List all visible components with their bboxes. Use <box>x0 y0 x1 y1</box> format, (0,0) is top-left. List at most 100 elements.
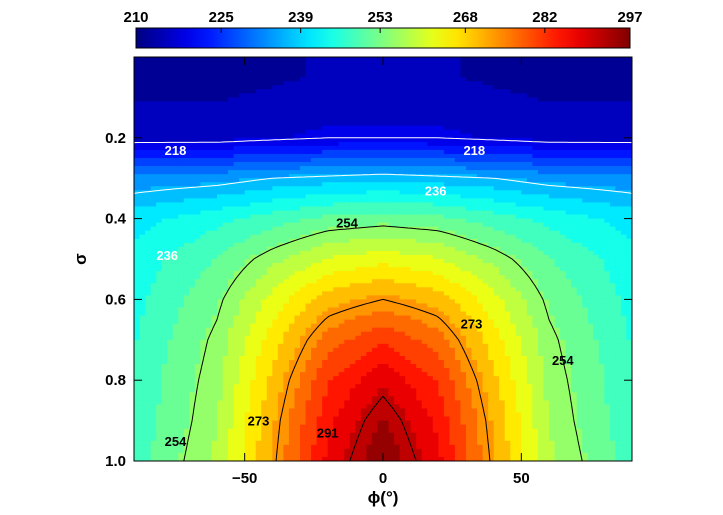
heatmap-cell <box>184 73 190 78</box>
heatmap-cell <box>322 206 328 211</box>
heatmap-cell <box>217 194 223 199</box>
heatmap-cell <box>615 275 621 280</box>
heatmap-cell <box>472 118 478 123</box>
heatmap-cell <box>477 227 483 232</box>
heatmap-cell <box>499 211 505 216</box>
heatmap-cell <box>184 202 190 207</box>
heatmap-cell <box>483 211 489 216</box>
heatmap-cell <box>333 61 339 66</box>
heatmap-cell <box>483 130 489 135</box>
heatmap-cell <box>195 158 201 163</box>
heatmap-cell <box>228 271 234 276</box>
heatmap-cell <box>389 114 395 119</box>
heatmap-cell <box>145 101 151 106</box>
heatmap-cell <box>211 263 217 268</box>
heatmap-cell <box>532 65 538 70</box>
heatmap-cell <box>427 130 433 135</box>
heatmap-cell <box>377 118 383 123</box>
heatmap-cell <box>422 263 428 268</box>
heatmap-cell <box>306 271 312 276</box>
heatmap-cell <box>460 57 466 62</box>
heatmap-cell <box>245 206 251 211</box>
heatmap-cell <box>582 154 588 159</box>
heatmap-cell <box>588 275 594 280</box>
heatmap-cell <box>472 198 478 203</box>
heatmap-cell <box>344 170 350 175</box>
heatmap-cell <box>472 227 478 232</box>
heatmap-cell <box>145 198 151 203</box>
heatmap-cell <box>306 202 312 207</box>
heatmap-cell <box>361 198 367 203</box>
heatmap-cell <box>162 77 168 82</box>
heatmap-cell <box>189 202 195 207</box>
heatmap-cell <box>239 89 245 94</box>
heatmap-cell <box>372 239 378 244</box>
heatmap-cell <box>532 118 538 123</box>
heatmap-cell <box>538 110 544 115</box>
heatmap-cell <box>394 142 400 147</box>
heatmap-cell <box>505 154 511 159</box>
heatmap-cell <box>355 251 361 256</box>
heatmap-cell <box>350 97 356 102</box>
heatmap-cell <box>206 223 212 228</box>
heatmap-cell <box>582 231 588 236</box>
heatmap-cell <box>599 154 605 159</box>
heatmap-cell <box>256 61 262 66</box>
heatmap-cell <box>283 279 289 284</box>
heatmap-cell <box>599 146 605 151</box>
heatmap-cell <box>566 85 572 90</box>
heatmap-cell <box>195 162 201 167</box>
heatmap-cell <box>593 198 599 203</box>
heatmap-cell <box>588 126 594 131</box>
heatmap-cell <box>322 166 328 171</box>
heatmap-cell <box>610 166 616 171</box>
heatmap-cell <box>167 223 173 228</box>
heatmap-cell <box>189 206 195 211</box>
heatmap-cell <box>234 89 240 94</box>
heatmap-cell <box>588 81 594 86</box>
heatmap-cell <box>272 162 278 167</box>
heatmap-cell <box>599 267 605 272</box>
heatmap-cell <box>145 162 151 167</box>
heatmap-cell <box>250 211 256 216</box>
heatmap-cell <box>250 182 256 187</box>
heatmap-cell <box>566 190 572 195</box>
heatmap-cell <box>300 198 306 203</box>
heatmap-cell <box>532 235 538 240</box>
heatmap-cell <box>361 211 367 216</box>
heatmap-cell <box>256 235 262 240</box>
heatmap-cell <box>449 126 455 131</box>
heatmap-cell <box>588 235 594 240</box>
heatmap-cell <box>494 267 500 272</box>
heatmap-cell <box>449 89 455 94</box>
heatmap-cell <box>306 190 312 195</box>
heatmap-cell <box>521 194 527 199</box>
heatmap-cell <box>566 239 572 244</box>
heatmap-cell <box>555 215 561 220</box>
heatmap-cell <box>167 122 173 127</box>
heatmap-cell <box>178 105 184 110</box>
heatmap-cell <box>577 206 583 211</box>
heatmap-cell <box>455 73 461 78</box>
heatmap-cell <box>383 227 389 232</box>
heatmap-cell <box>444 110 450 115</box>
heatmap-cell <box>245 146 251 151</box>
heatmap-cell <box>261 69 267 74</box>
heatmap-cell <box>206 231 212 236</box>
heatmap-cell <box>555 198 561 203</box>
heatmap-cell <box>505 158 511 163</box>
heatmap-cell <box>272 81 278 86</box>
heatmap-cell <box>140 259 146 264</box>
heatmap-cell <box>610 65 616 70</box>
heatmap-cell <box>577 215 583 220</box>
heatmap-cell <box>272 227 278 232</box>
heatmap-cell <box>239 77 245 82</box>
heatmap-cell <box>405 69 411 74</box>
heatmap-cell <box>256 105 262 110</box>
heatmap-cell <box>483 118 489 123</box>
heatmap-cell <box>145 211 151 216</box>
heatmap-cell <box>217 243 223 248</box>
heatmap-cell <box>245 170 251 175</box>
heatmap-cell <box>134 122 140 127</box>
heatmap-cell <box>460 215 466 220</box>
